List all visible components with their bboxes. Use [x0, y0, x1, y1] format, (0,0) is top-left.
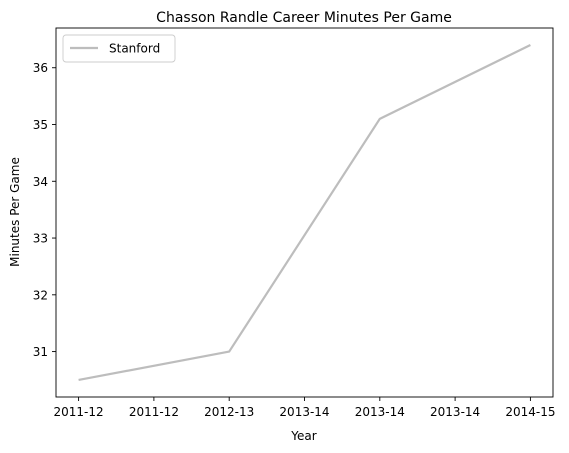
y-tick-label: 35 [33, 118, 48, 132]
x-tick-label: 2011-12 [54, 405, 104, 419]
y-tick-label: 34 [33, 175, 48, 189]
x-axis-label: Year [290, 429, 316, 443]
chart-title: Chasson Randle Career Minutes Per Game [156, 10, 452, 26]
legend-label-stanford: Stanford [109, 42, 160, 56]
x-tick-label: 2012-13 [204, 405, 254, 419]
y-axis-label: Minutes Per Game [8, 157, 22, 267]
legend: Stanford [62, 34, 176, 63]
y-tick-label: 36 [33, 61, 48, 75]
x-tick-label: 2013-14 [430, 405, 480, 419]
y-tick-label: 31 [33, 345, 48, 359]
series-line-stanford [78, 44, 531, 382]
plot-frame [55, 27, 554, 398]
x-tick-label: 2014-15 [505, 405, 555, 419]
y-tick-label: 32 [33, 288, 48, 302]
legend-box [62, 34, 176, 63]
x-tick-label: 2013-14 [355, 405, 405, 419]
y-tick-label: 33 [33, 232, 48, 246]
x-tick-label: 2013-14 [279, 405, 329, 419]
x-tick-label: 2011-12 [129, 405, 179, 419]
